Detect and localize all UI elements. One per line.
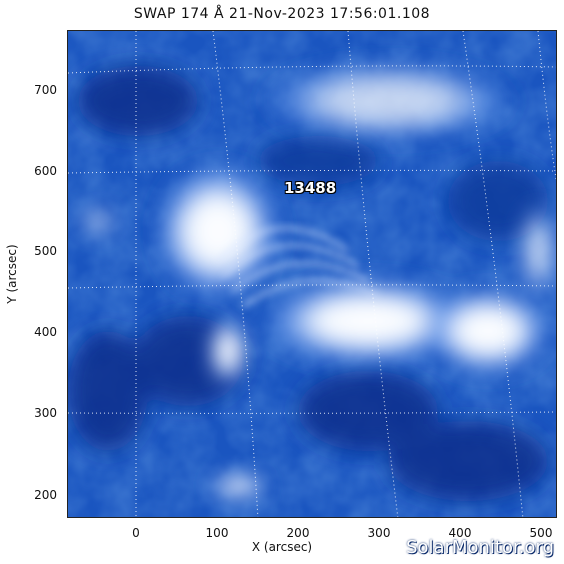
y-tick-label: 500 [34,244,57,258]
y-axis-label: Y (arcsec) [5,244,19,304]
y-tick-label: 300 [34,406,57,420]
solar-image-svg [68,31,556,517]
x-axis-label: X (arcsec) [251,540,313,554]
page-title: SWAP 174 Å 21-Nov-2023 17:56:01.108 [133,6,431,22]
x-tick-label: 300 [367,526,391,540]
y-tick-label: 400 [34,325,57,339]
y-tick-label: 700 [34,83,57,97]
x-tick-label: 500 [529,526,553,540]
x-tick-label: 200 [286,526,310,540]
x-tick-label: 0 [132,526,140,540]
x-tick-label: 400 [448,526,472,540]
y-tick-label: 600 [34,164,57,178]
y-tick-label: 200 [34,488,57,502]
solar-image: 13488 [67,30,557,518]
active-region-label: 13488 [284,179,337,197]
x-tick-label: 100 [205,526,229,540]
watermark: SolarMonitor.org [406,537,554,558]
